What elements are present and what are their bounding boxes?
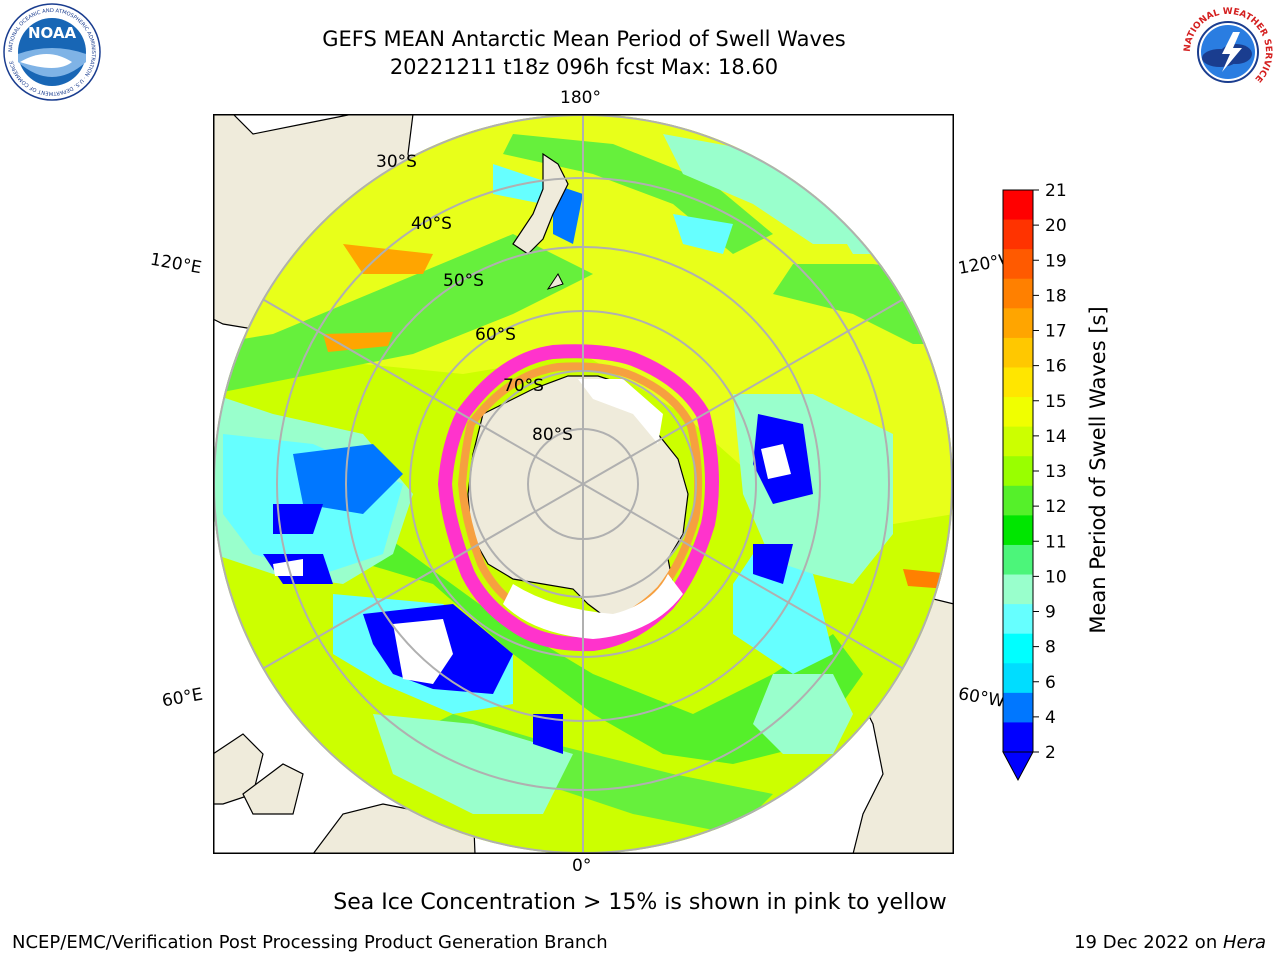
svg-text:NOAA: NOAA <box>28 24 77 42</box>
lon-label-0: 0° <box>572 856 592 876</box>
colorbar-band <box>1003 604 1033 635</box>
footer-date-text: 19 Dec 2022 on <box>1074 932 1223 953</box>
lat-label-80s: 80°S <box>532 425 573 445</box>
lat-label-30s: 30°S <box>376 152 417 172</box>
colorbar-tick-label: 11 <box>1045 532 1067 552</box>
colorbar: 21 20 19 18 17 16 15 14 13 12 11 10 9 8 6 4 2 <box>1002 181 1067 782</box>
colorbar-tick-label: 15 <box>1045 392 1067 412</box>
colorbar-tick-label: 6 <box>1045 673 1056 693</box>
colorbar-tick-label: 16 <box>1045 357 1067 377</box>
lon-label-60e: 60°E <box>160 684 205 712</box>
colorbar-band <box>1003 633 1033 664</box>
colorbar-band <box>1003 515 1033 546</box>
polar-map: 30°S 40°S 50°S 60°S 70°S 80°S <box>213 114 954 854</box>
lon-label-120e: 120°E <box>148 249 204 279</box>
map-border <box>213 114 954 854</box>
colorbar-tick-label: 21 <box>1045 181 1067 201</box>
colorbar-tick-label: 13 <box>1045 462 1067 482</box>
footer-machine: Hera <box>1222 932 1266 953</box>
colorbar-band <box>1003 397 1033 428</box>
lat-label-50s: 50°S <box>443 271 484 291</box>
colorbar-band <box>1003 249 1033 280</box>
sea-ice-note: Sea Ice Concentration > 15% is shown in … <box>333 890 947 915</box>
colorbar-bands <box>1002 189 1034 782</box>
colorbar-tick-label: 14 <box>1045 427 1067 447</box>
lat-label-40s: 40°S <box>411 214 452 234</box>
graticule <box>213 114 953 854</box>
colorbar-band <box>1003 544 1033 576</box>
colorbar-tick-label: 12 <box>1045 497 1067 517</box>
colorbar-band <box>1003 278 1033 309</box>
footer-credit: NCEP/EMC/Verification Post Processing Pr… <box>12 932 608 953</box>
colorbar-tick-label: 20 <box>1045 216 1067 236</box>
colorbar-tick-label: 19 <box>1045 251 1067 271</box>
colorbar-tick-label: 8 <box>1045 638 1056 658</box>
colorbar-band <box>1003 574 1033 605</box>
lon-label-180: 180° <box>560 88 601 108</box>
nws-logo: NATIONAL WEATHER SERVICE <box>1180 4 1276 100</box>
colorbar-band <box>1003 456 1033 487</box>
footer-date: 19 Dec 2022 on Hera <box>1074 932 1266 953</box>
colorbar-tick-label: 18 <box>1045 286 1067 306</box>
map-title: GEFS MEAN Antarctic Mean Period of Swell… <box>322 27 846 51</box>
colorbar-band <box>1003 692 1033 723</box>
colorbar-band <box>1003 308 1033 339</box>
map-subtitle: 20221211 t18z 096h fcst Max: 18.60 <box>389 55 779 79</box>
colorbar-tick-label: 17 <box>1045 322 1067 342</box>
colorbar-ticks: 21 20 19 18 17 16 15 14 13 12 11 10 9 8 6 4 2 <box>1033 181 1067 763</box>
noaa-logo: NOAA NATIONAL OCEANIC AND ATMOSPHERIC AD… <box>3 3 101 101</box>
colorbar-band <box>1003 426 1033 457</box>
colorbar-tick-label: 10 <box>1045 567 1067 587</box>
colorbar-tick-label: 2 <box>1045 743 1056 763</box>
colorbar-label: Mean Period of Swell Waves [s] <box>1086 306 1110 634</box>
colorbar-band <box>1003 722 1033 753</box>
lat-label-70s: 70°S <box>503 376 544 396</box>
colorbar-band <box>1003 485 1033 516</box>
colorbar-band <box>1003 190 1033 221</box>
colorbar-band <box>1003 367 1033 398</box>
lat-label-60s: 60°S <box>475 325 516 345</box>
colorbar-band <box>1003 663 1033 694</box>
colorbar-band <box>1003 219 1033 250</box>
colorbar-band <box>1003 337 1033 368</box>
colorbar-tick-label: 9 <box>1045 603 1056 623</box>
colorbar-extend-triangle <box>1002 751 1034 782</box>
colorbar-tick-label: 4 <box>1045 708 1056 728</box>
